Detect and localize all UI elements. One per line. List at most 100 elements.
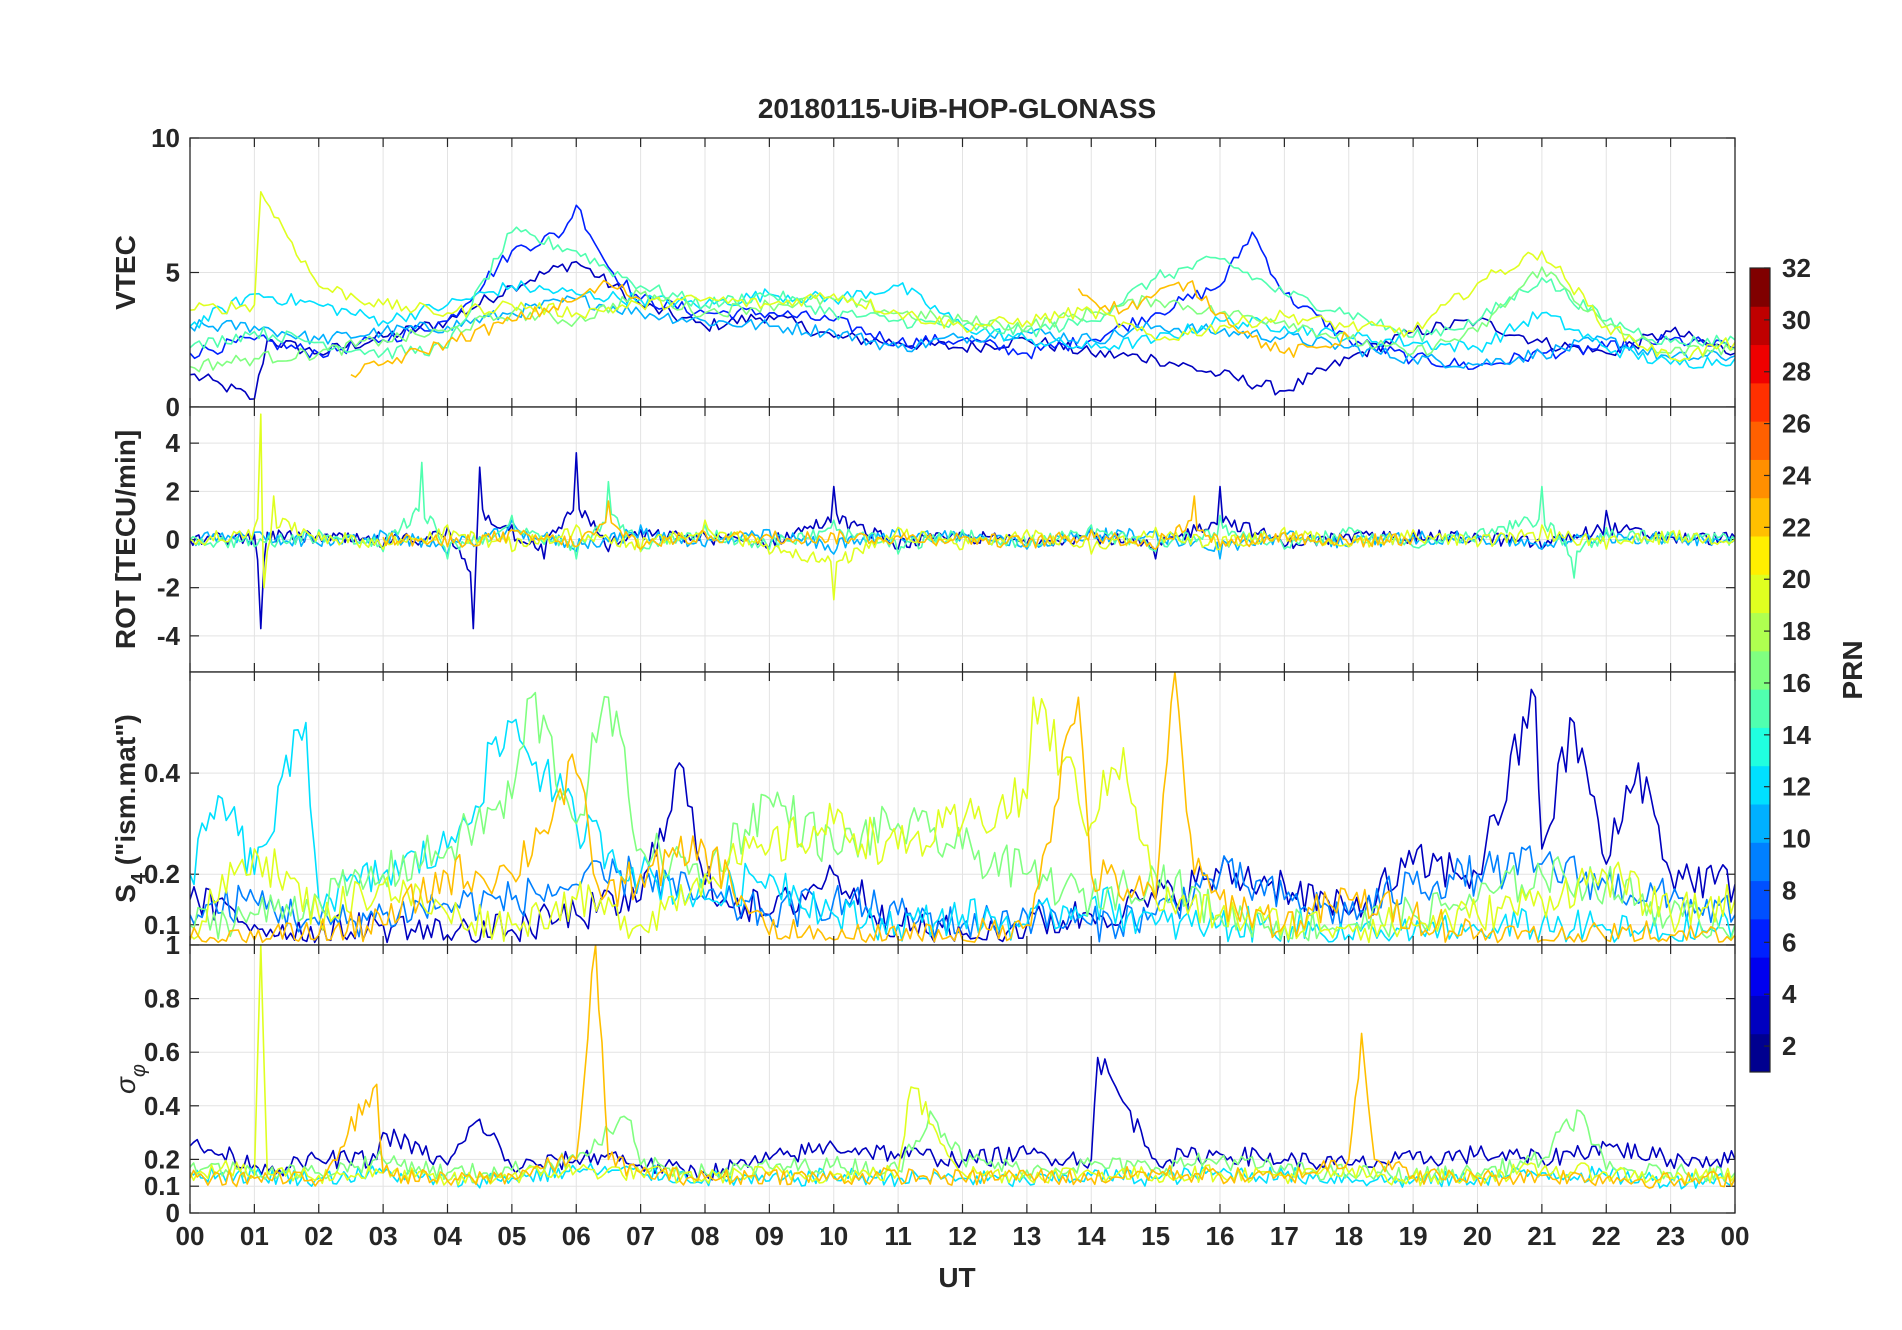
series-group-vtec [190, 191, 1735, 400]
x-tick-label: 17 [1270, 1221, 1299, 1251]
x-tick-label: 04 [433, 1221, 462, 1251]
colorbar-segment [1750, 306, 1770, 346]
colorbar-tick-label: 30 [1782, 305, 1811, 335]
y-axis-title-s4: S4 ("ism.mat") [110, 714, 150, 903]
y-tick-label: 4 [166, 428, 181, 458]
colorbar-tick-label: 8 [1782, 875, 1796, 905]
series-line-prn-17 [190, 266, 1735, 373]
series-line-prn-20 [190, 191, 1735, 363]
y-tick-label: 0 [166, 1198, 180, 1228]
x-tick-labels: 00 01 02 03 04 05 06 07 08 09 10 11 12 13 14 15 16 17 18 19… [176, 1221, 1750, 1251]
x-tick-label: 18 [1334, 1221, 1363, 1251]
panel-sigma_phi: 00.10.2 0.4 0.6 0.8 1 σφ [110, 930, 1736, 1228]
colorbar-segment [1750, 382, 1770, 422]
y-axis-title-rot: ROT [TECU/min] [110, 430, 141, 649]
x-tick-label: 03 [369, 1221, 398, 1251]
colorbar-segment [1750, 344, 1770, 384]
colorbar-segment [1750, 689, 1770, 728]
y-tick-label: 0 [166, 392, 180, 422]
panel-rot: -4 -2 0 2 4 ROT [TECU/min] [110, 406, 1736, 673]
x-tick-label: 10 [819, 1221, 848, 1251]
panel-s4: 0.1 0.2 0.4S4 ("ism.mat") [110, 671, 1736, 946]
colorbar-tick-label: 6 [1782, 927, 1796, 957]
series-line-prn-15 [190, 461, 1735, 579]
series-line-prn-16 [190, 691, 1735, 942]
colorbar-segment [1750, 268, 1770, 307]
x-tick-label: 21 [1527, 1221, 1556, 1251]
colorbar-tick-label: 4 [1782, 979, 1797, 1009]
x-tick-label: 15 [1141, 1221, 1170, 1251]
series-line-prn-19 [190, 696, 1735, 944]
y-tick-label: 5 [166, 258, 180, 288]
colorbar-label: PRN [1837, 640, 1868, 699]
series-line-prn-23 [350, 279, 641, 378]
y-tick-label: 0.8 [144, 984, 180, 1014]
colorbar-segment [1750, 842, 1770, 882]
colorbar-segment [1750, 957, 1770, 996]
x-tick-label: 23 [1656, 1221, 1685, 1251]
series-line-prn-20 [190, 413, 1735, 601]
x-tick-label: 09 [755, 1221, 784, 1251]
colorbar-segment [1750, 536, 1770, 575]
colorbar-tick-label: 26 [1782, 409, 1811, 439]
x-tick-label: 11 [884, 1221, 912, 1251]
x-tick-label: 16 [1206, 1221, 1235, 1251]
colorbar-segment [1750, 1033, 1770, 1073]
colorbar-segment [1750, 804, 1770, 843]
series-line-prn-10 [190, 295, 1735, 369]
colorbar-tick-label: 10 [1782, 824, 1811, 854]
x-tick-label: 00 [176, 1221, 205, 1251]
series-line-prn-23 [1077, 280, 1350, 358]
y-tick-label: -2 [157, 573, 180, 603]
colorbar-tick-label: 20 [1782, 564, 1811, 594]
panel-frame [189, 944, 1736, 1214]
series-line-prn-6 [190, 204, 1735, 370]
colorbar-segment [1750, 995, 1770, 1035]
colorbar-frame [1749, 267, 1771, 1073]
colorbar-segment [1750, 612, 1770, 652]
colorbar-segment [1750, 650, 1770, 690]
series-line-prn-23 [190, 945, 1735, 1189]
x-axis-title: UT [938, 1262, 975, 1293]
colorbar-segment [1750, 574, 1770, 614]
x-tick-label: 12 [948, 1221, 977, 1251]
y-tick-label: 2 [166, 476, 180, 506]
colorbar-tick-label: 32 [1782, 253, 1811, 283]
x-tick-label: 06 [562, 1221, 591, 1251]
y-tick-label: 0.2 [144, 1144, 180, 1174]
y-tick-label: 0 [166, 525, 180, 555]
colorbar-segment [1750, 727, 1770, 767]
colorbar-tick-label: 22 [1782, 512, 1811, 542]
y-tick-label: 1 [166, 930, 180, 960]
colorbar-segment [1750, 918, 1770, 958]
x-tick-label: 13 [1012, 1221, 1041, 1251]
x-tick-label: 08 [691, 1221, 720, 1251]
series-group-sigma_phi [190, 945, 1735, 1190]
chart-title: 20180115-UiB-HOP-GLONASS [758, 93, 1156, 124]
x-tick-label: 07 [626, 1221, 655, 1251]
colorbar-tick-label: 16 [1782, 668, 1811, 698]
x-tick-label: 05 [497, 1221, 526, 1251]
colorbar-segment [1750, 880, 1770, 920]
y-axis-title-sigma_phi: σφ [110, 1064, 150, 1094]
x-tick-label: 14 [1077, 1221, 1106, 1251]
y-tick-label: 0.4 [144, 758, 181, 788]
x-tick-label: 20 [1463, 1221, 1492, 1251]
colorbar-segment [1750, 765, 1770, 805]
series-line-prn-23 [382, 495, 1414, 550]
y-axis-title-vtec: VTEC [110, 235, 141, 310]
colorbar-segment [1750, 497, 1770, 537]
y-tick-label: 0.4 [144, 1091, 181, 1121]
x-tick-label: 00 [1721, 1221, 1750, 1251]
series-group-rot [190, 413, 1735, 630]
colorbar-tick-label: 12 [1782, 772, 1811, 802]
x-tick-label: 01 [240, 1221, 269, 1251]
y-tick-label: 0.2 [144, 859, 180, 889]
y-tick-label: 10 [151, 123, 180, 153]
y-tick-label: -4 [157, 621, 181, 651]
colorbar-segment [1750, 459, 1770, 499]
colorbar-segment [1750, 421, 1770, 460]
series-line-prn-8 [190, 845, 1735, 943]
